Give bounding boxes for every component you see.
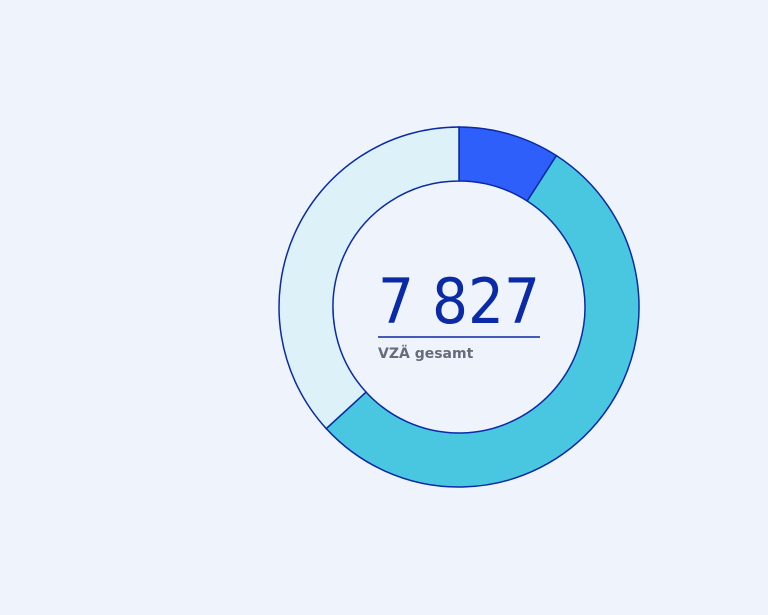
donut-segment xyxy=(325,154,640,488)
center-value: 7 827 xyxy=(378,265,540,338)
center-label: VZÄ gesamt xyxy=(378,345,474,362)
donut xyxy=(278,126,640,488)
donut-segment xyxy=(278,126,460,430)
